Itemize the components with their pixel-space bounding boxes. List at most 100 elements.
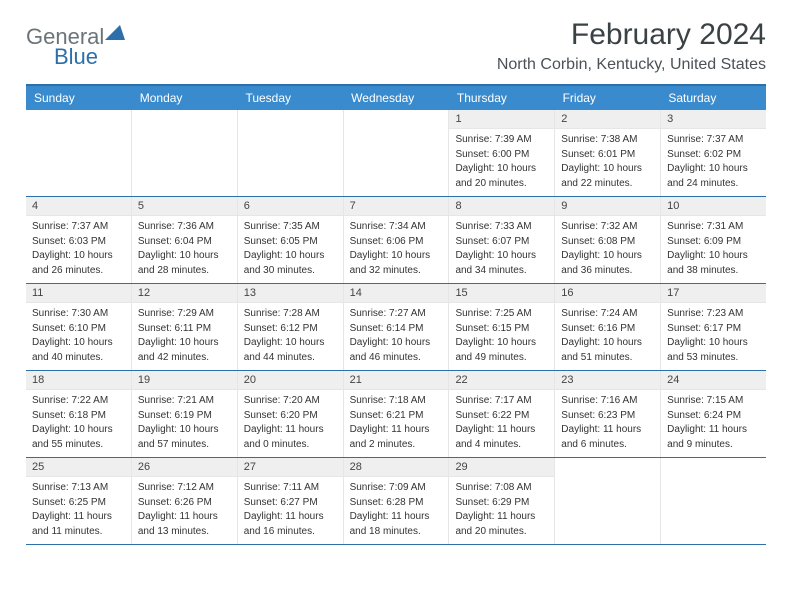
day-ss: Sunset: 6:04 PM [138, 235, 231, 249]
day-number: 19 [132, 371, 237, 390]
day-cell: 21Sunrise: 7:18 AMSunset: 6:21 PMDayligh… [344, 371, 450, 457]
dow-wednesday: Wednesday [343, 86, 449, 110]
day-dl1: Daylight: 10 hours [561, 249, 654, 263]
day-cell: 26Sunrise: 7:12 AMSunset: 6:26 PMDayligh… [132, 458, 238, 544]
day-cell: 25Sunrise: 7:13 AMSunset: 6:25 PMDayligh… [26, 458, 132, 544]
day-cell: 20Sunrise: 7:20 AMSunset: 6:20 PMDayligh… [238, 371, 344, 457]
day-dl1: Daylight: 11 hours [244, 423, 337, 437]
day-dl1: Daylight: 10 hours [667, 162, 760, 176]
day-number: 18 [26, 371, 131, 390]
day-ss: Sunset: 6:24 PM [667, 409, 760, 423]
day-cell: 29Sunrise: 7:08 AMSunset: 6:29 PMDayligh… [449, 458, 555, 544]
day-dl2: and 20 minutes. [455, 525, 548, 539]
day-details: Sunrise: 7:27 AMSunset: 6:14 PMDaylight:… [344, 303, 449, 369]
week-row: 18Sunrise: 7:22 AMSunset: 6:18 PMDayligh… [26, 371, 766, 458]
day-sr: Sunrise: 7:09 AM [350, 481, 443, 495]
day-dl2: and 2 minutes. [350, 438, 443, 452]
day-cell: 12Sunrise: 7:29 AMSunset: 6:11 PMDayligh… [132, 284, 238, 370]
day-dl1: Daylight: 10 hours [138, 336, 231, 350]
day-of-week-header: Sunday Monday Tuesday Wednesday Thursday… [26, 86, 766, 110]
day-dl2: and 20 minutes. [455, 177, 548, 191]
day-number: 25 [26, 458, 131, 477]
day-cell: 23Sunrise: 7:16 AMSunset: 6:23 PMDayligh… [555, 371, 661, 457]
day-dl2: and 4 minutes. [455, 438, 548, 452]
day-dl2: and 18 minutes. [350, 525, 443, 539]
day-ss: Sunset: 6:10 PM [32, 322, 125, 336]
day-details: Sunrise: 7:32 AMSunset: 6:08 PMDaylight:… [555, 216, 660, 282]
day-sr: Sunrise: 7:37 AM [32, 220, 125, 234]
day-cell: .. [661, 458, 766, 544]
day-sr: Sunrise: 7:24 AM [561, 307, 654, 321]
day-cell: .. [238, 110, 344, 196]
day-ss: Sunset: 6:15 PM [455, 322, 548, 336]
day-sr: Sunrise: 7:28 AM [244, 307, 337, 321]
day-cell: .. [344, 110, 450, 196]
day-dl1: Daylight: 11 hours [455, 510, 548, 524]
day-cell: 7Sunrise: 7:34 AMSunset: 6:06 PMDaylight… [344, 197, 450, 283]
day-details: Sunrise: 7:25 AMSunset: 6:15 PMDaylight:… [449, 303, 554, 369]
day-number: 26 [132, 458, 237, 477]
day-dl2: and 6 minutes. [561, 438, 654, 452]
day-details: Sunrise: 7:13 AMSunset: 6:25 PMDaylight:… [26, 477, 131, 543]
day-dl1: Daylight: 11 hours [138, 510, 231, 524]
day-dl2: and 26 minutes. [32, 264, 125, 278]
day-ss: Sunset: 6:06 PM [350, 235, 443, 249]
day-details: Sunrise: 7:37 AMSunset: 6:03 PMDaylight:… [26, 216, 131, 282]
day-dl2: and 36 minutes. [561, 264, 654, 278]
day-details: Sunrise: 7:11 AMSunset: 6:27 PMDaylight:… [238, 477, 343, 543]
day-ss: Sunset: 6:17 PM [667, 322, 760, 336]
day-ss: Sunset: 6:00 PM [455, 148, 548, 162]
day-sr: Sunrise: 7:16 AM [561, 394, 654, 408]
day-details: Sunrise: 7:37 AMSunset: 6:02 PMDaylight:… [661, 129, 766, 195]
day-number: 20 [238, 371, 343, 390]
day-dl2: and 11 minutes. [32, 525, 125, 539]
day-cell: .. [555, 458, 661, 544]
day-details: Sunrise: 7:08 AMSunset: 6:29 PMDaylight:… [449, 477, 554, 543]
day-number: 11 [26, 284, 131, 303]
day-sr: Sunrise: 7:11 AM [244, 481, 337, 495]
day-details: Sunrise: 7:15 AMSunset: 6:24 PMDaylight:… [661, 390, 766, 456]
header: GeneralBlue February 2024 North Corbin, … [26, 18, 766, 74]
day-cell: 15Sunrise: 7:25 AMSunset: 6:15 PMDayligh… [449, 284, 555, 370]
day-ss: Sunset: 6:27 PM [244, 496, 337, 510]
day-number: 5 [132, 197, 237, 216]
day-number: 9 [555, 197, 660, 216]
day-cell: 27Sunrise: 7:11 AMSunset: 6:27 PMDayligh… [238, 458, 344, 544]
day-ss: Sunset: 6:02 PM [667, 148, 760, 162]
day-sr: Sunrise: 7:39 AM [455, 133, 548, 147]
day-dl1: Daylight: 10 hours [32, 249, 125, 263]
day-ss: Sunset: 6:22 PM [455, 409, 548, 423]
day-dl1: Daylight: 10 hours [32, 423, 125, 437]
day-dl2: and 32 minutes. [350, 264, 443, 278]
day-details: Sunrise: 7:34 AMSunset: 6:06 PMDaylight:… [344, 216, 449, 282]
day-number: 12 [132, 284, 237, 303]
day-number: 1 [449, 110, 554, 129]
day-sr: Sunrise: 7:13 AM [32, 481, 125, 495]
page-subtitle: North Corbin, Kentucky, United States [497, 56, 766, 74]
day-cell: 17Sunrise: 7:23 AMSunset: 6:17 PMDayligh… [661, 284, 766, 370]
day-details: Sunrise: 7:33 AMSunset: 6:07 PMDaylight:… [449, 216, 554, 282]
day-details: Sunrise: 7:21 AMSunset: 6:19 PMDaylight:… [132, 390, 237, 456]
logo-text-blue: Blue [54, 44, 125, 70]
day-dl1: Daylight: 11 hours [455, 423, 548, 437]
day-details: Sunrise: 7:28 AMSunset: 6:12 PMDaylight:… [238, 303, 343, 369]
day-sr: Sunrise: 7:12 AM [138, 481, 231, 495]
day-ss: Sunset: 6:20 PM [244, 409, 337, 423]
day-cell: 11Sunrise: 7:30 AMSunset: 6:10 PMDayligh… [26, 284, 132, 370]
week-row: ........1Sunrise: 7:39 AMSunset: 6:00 PM… [26, 110, 766, 197]
day-sr: Sunrise: 7:27 AM [350, 307, 443, 321]
day-cell: 6Sunrise: 7:35 AMSunset: 6:05 PMDaylight… [238, 197, 344, 283]
day-number: 16 [555, 284, 660, 303]
day-dl1: Daylight: 11 hours [667, 423, 760, 437]
day-number: 29 [449, 458, 554, 477]
day-dl1: Daylight: 11 hours [32, 510, 125, 524]
day-number: 28 [344, 458, 449, 477]
day-number: 4 [26, 197, 131, 216]
day-sr: Sunrise: 7:35 AM [244, 220, 337, 234]
day-sr: Sunrise: 7:34 AM [350, 220, 443, 234]
day-sr: Sunrise: 7:21 AM [138, 394, 231, 408]
day-cell: 13Sunrise: 7:28 AMSunset: 6:12 PMDayligh… [238, 284, 344, 370]
day-number: 10 [661, 197, 766, 216]
day-dl1: Daylight: 10 hours [667, 336, 760, 350]
day-number: 8 [449, 197, 554, 216]
